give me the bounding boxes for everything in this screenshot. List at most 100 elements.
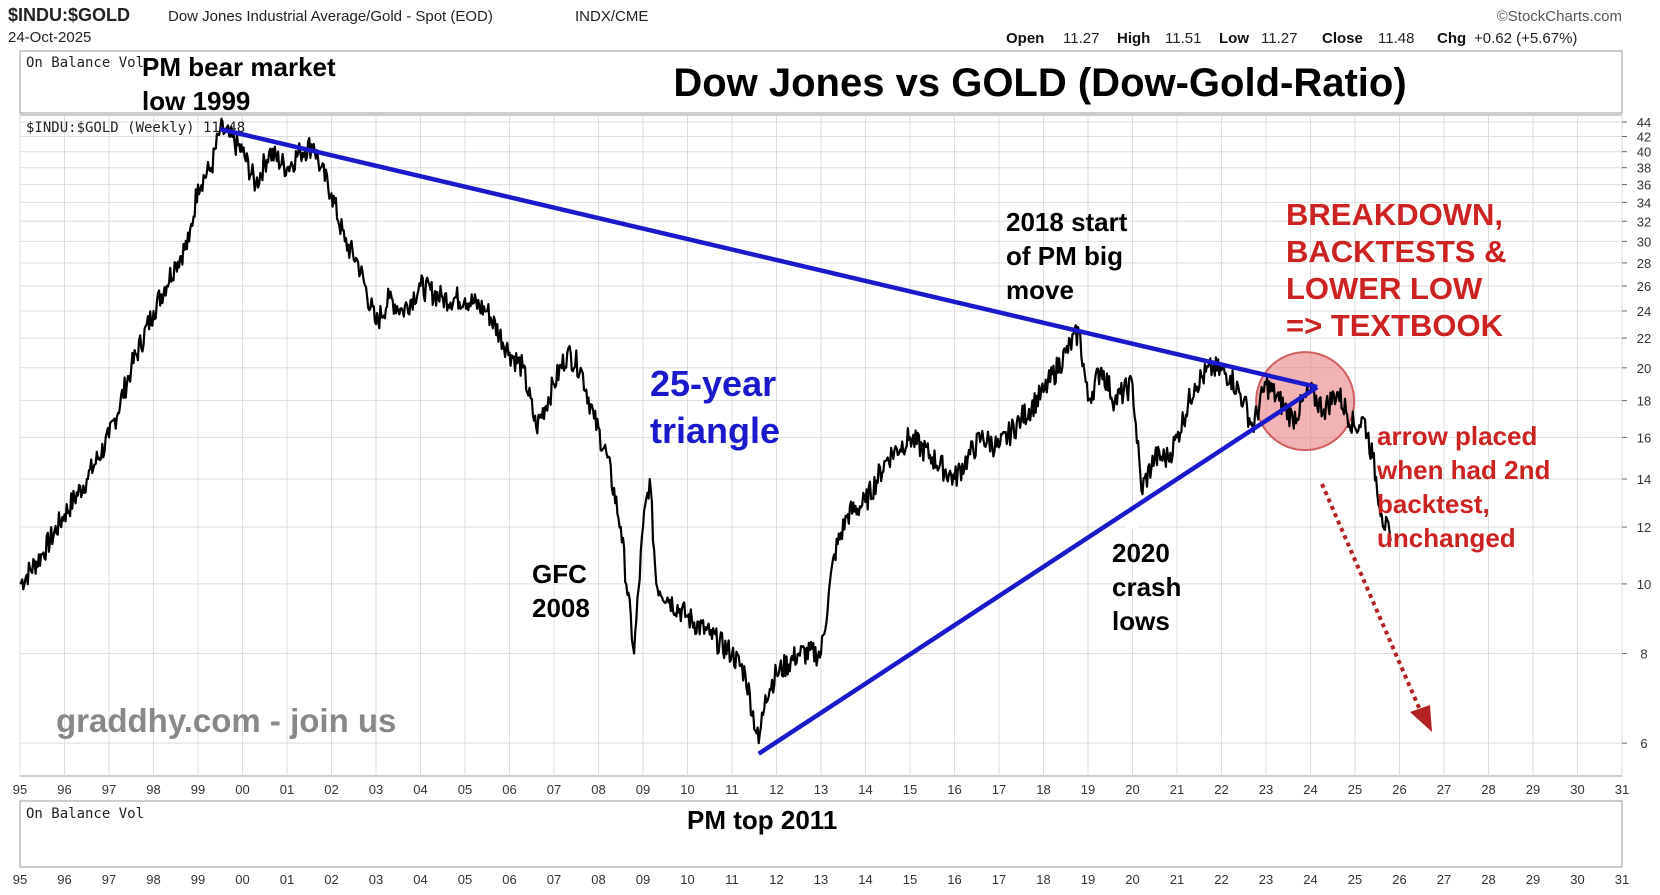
description-label: Dow Jones Industrial Average/Gold - Spot…	[168, 8, 493, 25]
x-tick-label: 04	[413, 782, 427, 797]
low-value: 11.27	[1261, 30, 1297, 47]
chart-title: Dow Jones vs GOLD (Dow-Gold-Ratio)	[673, 61, 1406, 105]
x-axis-main: 95 96 97 98 99 00 01 02 03 04 05 06 07 08 09 10 11 12 13 14…	[13, 782, 1629, 797]
crash2020-annotation-line1: 2020	[1112, 538, 1170, 568]
y-tick-label: 22	[1637, 331, 1651, 346]
y-tick-label: 42	[1637, 130, 1651, 145]
projection-arrowhead	[1410, 705, 1432, 732]
x-tick-label: 13	[814, 782, 828, 797]
x-tick-label-bottom: 95	[13, 872, 27, 887]
low-label: Low	[1219, 30, 1249, 47]
x-tick-label-bottom: 22	[1214, 872, 1228, 887]
x-tick-label-bottom: 29	[1526, 872, 1540, 887]
breakdown-annotation-line2: BACKTESTS &	[1286, 234, 1506, 269]
x-tick-label-bottom: 03	[369, 872, 383, 887]
breakdown-annotation-line4: => TEXTBOOK	[1286, 308, 1504, 343]
y-tick-label: 38	[1637, 161, 1651, 176]
x-tick-label-bottom: 24	[1303, 872, 1317, 887]
start2018-annotation-line1: 2018 start	[1006, 207, 1128, 237]
x-tick-label-bottom: 13	[814, 872, 828, 887]
x-tick-label-bottom: 08	[591, 872, 605, 887]
x-tick-label: 95	[13, 782, 27, 797]
x-tick-label: 03	[369, 782, 383, 797]
x-tick-label: 05	[458, 782, 472, 797]
crash2020-annotation-line3: lows	[1112, 606, 1170, 636]
arrow-annotation-line1: arrow placed	[1377, 421, 1537, 451]
date-label: 24-Oct-2025	[8, 29, 91, 46]
x-tick-label-bottom: 98	[146, 872, 160, 887]
x-tick-label-bottom: 02	[324, 872, 338, 887]
triangle-annotation-line2: triangle	[650, 410, 780, 451]
arrow-annotation-line3: backtest,	[1377, 489, 1490, 519]
x-tick-label-bottom: 30	[1570, 872, 1584, 887]
lower-trendline	[757, 385, 1319, 756]
x-tick-label-bottom: 21	[1170, 872, 1184, 887]
pm-top-annotation: PM top 2011	[687, 805, 837, 835]
chg-label: Chg	[1437, 30, 1466, 47]
obv-top-label: On Balance Vol	[26, 55, 144, 71]
y-tick-label: 44	[1637, 115, 1651, 130]
x-tick-label: 30	[1570, 782, 1584, 797]
y-tick-label: 20	[1637, 361, 1651, 376]
obv-bottom-label: On Balance Vol	[26, 806, 144, 822]
symbol-label: $INDU:$GOLD	[8, 5, 130, 25]
y-tick-label: 16	[1637, 430, 1651, 445]
x-tick-label: 11	[725, 782, 739, 797]
x-tick-label-bottom: 10	[680, 872, 694, 887]
x-tick-label: 98	[146, 782, 160, 797]
arrow-annotation-line4: unchanged	[1377, 523, 1516, 553]
x-tick-label: 18	[1036, 782, 1050, 797]
grid	[19, 115, 1623, 776]
y-tick-label: 32	[1637, 214, 1651, 229]
x-tick-label: 07	[547, 782, 561, 797]
x-tick-label-bottom: 27	[1437, 872, 1451, 887]
x-tick-label-bottom: 09	[636, 872, 650, 887]
gfc-annotation-line2: 2008	[532, 593, 590, 623]
x-tick-label-bottom: 12	[769, 872, 783, 887]
x-tick-label: 01	[280, 782, 294, 797]
x-tick-label-bottom: 17	[992, 872, 1006, 887]
x-tick-label-bottom: 19	[1081, 872, 1095, 887]
price-series-label: $INDU:$GOLD (Weekly) 11.48	[26, 120, 245, 136]
price-series-line	[19, 117, 1392, 745]
x-tick-label: 12	[769, 782, 783, 797]
x-tick-label: 15	[903, 782, 917, 797]
y-tick-label: 18	[1637, 394, 1651, 409]
x-tick-label-bottom: 25	[1348, 872, 1362, 887]
y-tick-label: 28	[1637, 256, 1651, 271]
x-tick-label: 99	[191, 782, 205, 797]
exchange-label: INDX/CME	[575, 8, 648, 25]
source-label: ©StockCharts.com	[1497, 8, 1622, 25]
x-tick-label-bottom: 05	[458, 872, 472, 887]
x-tick-label-bottom: 99	[191, 872, 205, 887]
y-tick-label: 10	[1637, 577, 1651, 592]
x-tick-label: 06	[502, 782, 516, 797]
x-tick-label-bottom: 11	[725, 872, 739, 887]
x-tick-label: 22	[1214, 782, 1228, 797]
crash-low-marker	[1124, 514, 1140, 530]
open-value: 11.27	[1063, 30, 1099, 47]
gfc-annotation-line1: GFC	[532, 559, 587, 589]
x-tick-label: 14	[858, 782, 872, 797]
x-tick-label-bottom: 20	[1125, 872, 1139, 887]
obv-bottom-panel	[19, 800, 1623, 868]
crash2020-annotation-line2: crash	[1112, 572, 1181, 602]
breakdown-annotation-line3: LOWER LOW	[1286, 271, 1483, 306]
x-tick-label: 26	[1392, 782, 1406, 797]
x-tick-label: 20	[1125, 782, 1139, 797]
breakdown-annotation-line1: BREAKDOWN,	[1286, 197, 1503, 232]
x-tick-label: 27	[1437, 782, 1451, 797]
x-tick-label-bottom: 04	[413, 872, 427, 887]
y-tick-label: 34	[1637, 195, 1651, 210]
x-tick-label-bottom: 26	[1392, 872, 1406, 887]
pm-low-annotation-line2: low 1999	[142, 86, 250, 116]
x-tick-label: 00	[235, 782, 249, 797]
triangle-annotation-line1: 25-year	[650, 363, 776, 404]
x-tick-label-bottom: 96	[57, 872, 71, 887]
x-tick-label-bottom: 31	[1615, 872, 1629, 887]
x-tick-label: 29	[1526, 782, 1540, 797]
quote-bar: Open 11.27 High 11.51 Low 11.27 Close 11…	[1006, 30, 1577, 47]
y-tick-label: 8	[1640, 646, 1647, 661]
